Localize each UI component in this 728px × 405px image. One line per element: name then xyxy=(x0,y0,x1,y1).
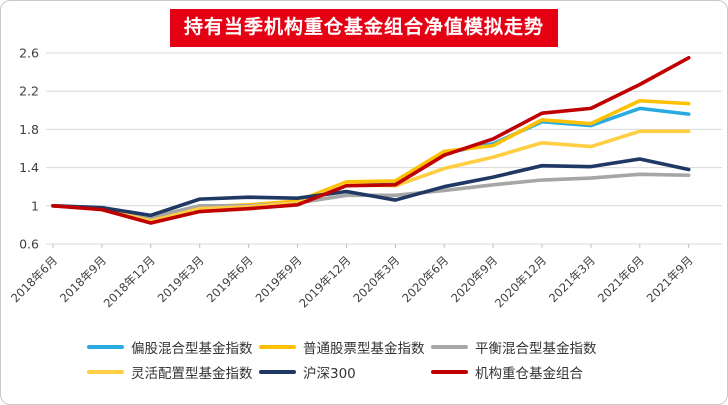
x-tick-label: 2020年3月 xyxy=(350,253,402,305)
x-tick-label: 2021年6月 xyxy=(595,253,647,305)
chart-title-banner: 持有当季机构重仓基金组合净值模拟走势 xyxy=(169,9,559,47)
x-tick-label: 2018年12月 xyxy=(101,253,158,310)
legend-swatch-cyan xyxy=(87,345,124,349)
legend-item-balanced-mixed-fund-index: 平衡混合型基金指数 xyxy=(431,338,671,357)
x-tick-label: 2018年6月 xyxy=(8,253,60,305)
x-tick-label: 2019年12月 xyxy=(296,253,353,310)
x-tick-label: 2019年6月 xyxy=(204,253,256,305)
legend-label: 平衡混合型基金指数 xyxy=(475,341,597,357)
legend-swatch-navy xyxy=(259,370,296,374)
series-line-4 xyxy=(51,157,691,218)
line-chart-plot: 0.611.41.82.22.62018年6月2018年9月2018年12月20… xyxy=(8,46,722,310)
legend-swatch-gold xyxy=(259,345,296,349)
x-tick-label: 2020年12月 xyxy=(492,253,549,310)
legend-label: 沪深300 xyxy=(303,366,356,382)
x-tick-label: 2021年9月 xyxy=(644,253,696,305)
y-tick-label: 2.6 xyxy=(19,46,39,61)
chart-title: 持有当季机构重仓基金组合净值模拟走势 xyxy=(183,16,545,38)
legend-item-csi300: 沪深300 xyxy=(259,363,431,382)
legend-swatch-dark-red xyxy=(431,370,468,374)
x-tick-label: 2020年9月 xyxy=(448,253,500,305)
legend-item-flexible-allocation-fund-index: 灵活配置型基金指数 xyxy=(87,363,259,382)
y-tick-label: 2.2 xyxy=(19,84,39,99)
legend-label: 偏股混合型基金指数 xyxy=(131,341,253,357)
y-tick-label: 1 xyxy=(31,198,39,213)
legend-label: 机构重仓基金组合 xyxy=(475,366,583,382)
legend-item-pianstock-mixed-fund-index: 偏股混合型基金指数 xyxy=(87,338,259,357)
x-tick-label: 2020年6月 xyxy=(399,253,451,305)
x-tick-label: 2018年9月 xyxy=(57,253,109,305)
legend-item-ordinary-stock-fund-index: 普通股票型基金指数 xyxy=(259,338,431,357)
legend-label: 普通股票型基金指数 xyxy=(303,341,425,357)
x-tick-label: 2019年3月 xyxy=(155,253,207,305)
series-line-5 xyxy=(51,55,691,225)
chart-legend: 偏股混合型基金指数 普通股票型基金指数 平衡混合型基金指数 灵活配置型基金指数 … xyxy=(87,338,671,382)
legend-swatch-gray xyxy=(431,345,468,349)
x-tick-label: 2019年9月 xyxy=(253,253,305,305)
y-tick-label: 1.4 xyxy=(19,160,39,175)
x-tick-label: 2021年3月 xyxy=(546,253,598,305)
series-line-1 xyxy=(51,98,691,222)
series-line-0 xyxy=(51,106,691,221)
y-tick-label: 0.6 xyxy=(19,237,39,252)
legend-item-institution-heavy-fund-portfolio: 机构重仓基金组合 xyxy=(431,363,671,382)
legend-label: 灵活配置型基金指数 xyxy=(131,366,253,382)
y-tick-label: 1.8 xyxy=(19,122,39,137)
legend-swatch-light-gold xyxy=(87,370,124,374)
